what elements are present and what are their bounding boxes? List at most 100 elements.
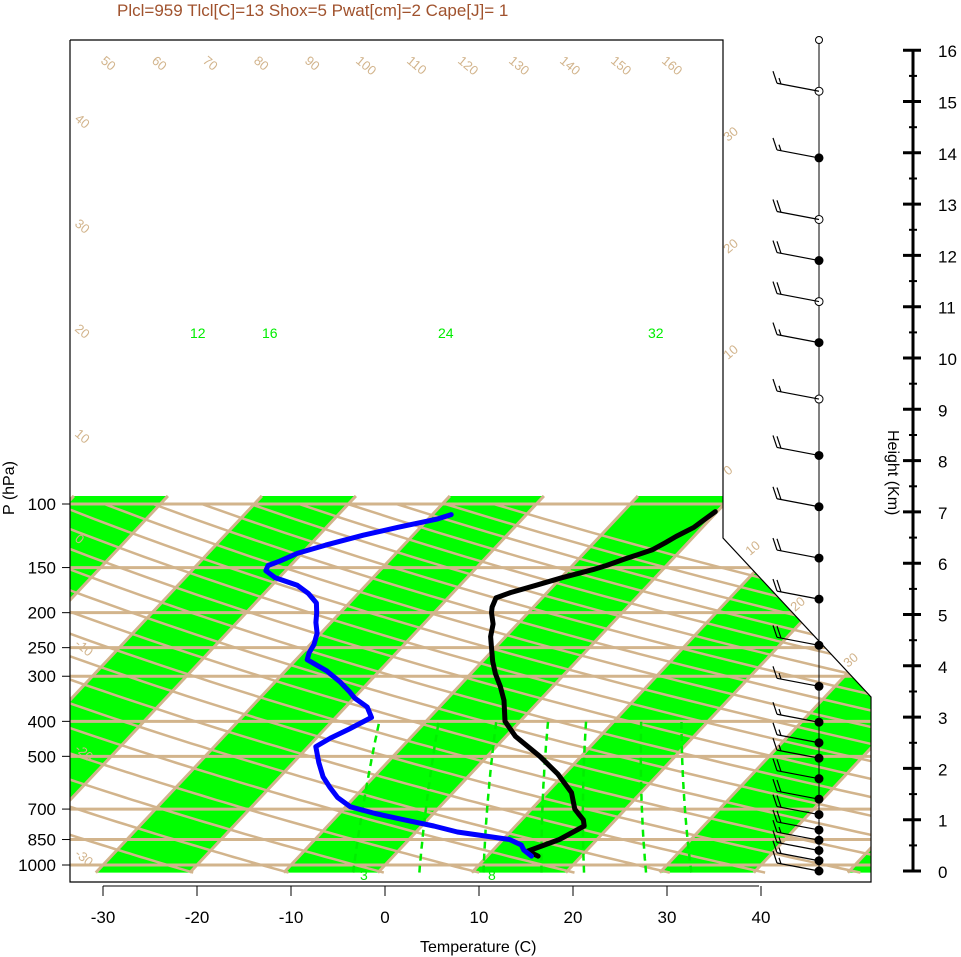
wind-barb-half-flag (778, 826, 782, 834)
pressure-tick-label: 400 (28, 712, 56, 731)
sounding-profiles (263, 509, 718, 859)
wind-barb (776, 841, 820, 852)
wind-barb (776, 82, 820, 92)
wind-barb-flag (772, 578, 778, 592)
mixing-ratio-line (351, 721, 381, 873)
dry-adiabat-lines (70, 502, 871, 874)
wind-barb-flag (772, 778, 778, 792)
plot-frame (69, 39, 872, 883)
dry-adiabat-line (103, 502, 871, 874)
wind-barb-flag (772, 666, 778, 679)
mixing-ratio-line (418, 721, 441, 873)
wind-barb-half-flag (778, 847, 782, 854)
height-tick-label: 15 (938, 94, 957, 113)
wind-barb-flag (772, 702, 778, 715)
wind-barb-flag (772, 722, 778, 735)
wind-barb-flag (772, 794, 778, 807)
wind-barb-flag (776, 538, 782, 552)
isotherm-label-left: 40 (72, 111, 93, 132)
isotherm-label-right: 10 (742, 538, 763, 559)
height-tick-label: 14 (938, 145, 957, 164)
dry-adiabat-line (152, 502, 871, 874)
wind-barb-flag (772, 435, 778, 448)
temperature-tick-label: 0 (380, 908, 389, 927)
wind-barb (776, 749, 820, 759)
theta-label: 70 (200, 53, 221, 74)
dry-adiabat-line (70, 503, 194, 874)
mixing-ratio-label: 32 (648, 325, 664, 341)
isotherm-label-left: 20 (72, 321, 93, 342)
wind-barb-flag (776, 625, 782, 639)
wind-barb-half-flag (778, 744, 782, 752)
dry-adiabat-line (70, 502, 871, 874)
temperature-tick-label: -10 (279, 908, 304, 927)
dry-adiabat-line (70, 502, 480, 874)
wind-barb-flag (772, 737, 778, 751)
mixing-ratio-label: 12 (190, 325, 206, 341)
height-tick-label: 10 (938, 350, 957, 369)
temperature-tick-label: 20 (564, 908, 583, 927)
wind-barb (776, 805, 820, 816)
wind-barb (776, 498, 820, 508)
temperature-tick-label: -20 (185, 908, 210, 927)
wind-barb-flag (776, 200, 782, 213)
dry-adiabat-line (70, 502, 861, 874)
dry-adiabat-line (70, 502, 289, 874)
wind-barb (776, 292, 820, 303)
isotherm-label-left: 10 (72, 426, 93, 447)
wind-barb (776, 831, 820, 841)
mixing-ratio-label: 16 (262, 325, 278, 341)
dry-adiabat-line (70, 502, 871, 874)
pressure-tick-label: 700 (28, 800, 56, 819)
dry-adiabat-line (70, 502, 766, 874)
pressure-tick-label: 100 (28, 495, 56, 514)
wind-barb-half-flag (778, 329, 782, 336)
wind-barb-flag (772, 820, 778, 833)
height-tick-label: 3 (938, 709, 947, 728)
mixing-ratio-line (639, 721, 648, 873)
green-band (659, 495, 871, 873)
isotherm-label-left: -10 (72, 636, 96, 660)
pressure-tick-label: 150 (28, 559, 56, 578)
theta-label: 150 (608, 53, 634, 78)
wind-barb-flag (772, 625, 778, 638)
temperature-tick-label: 30 (658, 908, 677, 927)
wind-barb-flag (772, 281, 778, 294)
wind-barb-flag (772, 137, 778, 151)
wind-barb (776, 852, 820, 862)
dry-adiabat-line (70, 502, 871, 874)
height-tick-label: 4 (938, 658, 947, 677)
wind-barb-half-flag (778, 144, 782, 151)
height-tick-label: 12 (938, 247, 957, 266)
wind-barb (776, 790, 820, 800)
wind-barb (776, 210, 820, 221)
pressure-tick-label: 250 (28, 639, 56, 658)
wind-barb-flag (772, 322, 778, 335)
temperature-tick-label: 10 (470, 908, 489, 927)
pressure-tick-label: 300 (28, 667, 56, 686)
wind-barb-flag (772, 199, 778, 212)
dry-adiabat-line (70, 502, 575, 874)
dewpoint-profile (263, 512, 534, 859)
y-axis-label: P (hPa) (1, 461, 18, 515)
wind-barb-half-flag (778, 708, 782, 716)
temperature-tick-label: 40 (752, 908, 771, 927)
wind-barb-half-flag (778, 729, 782, 736)
pressure-tick-label: 1000 (18, 856, 56, 875)
wind-barb (776, 636, 820, 646)
height-tick-label: 6 (938, 555, 947, 574)
wind-barb-half-flag (778, 672, 782, 680)
wind-barb (776, 770, 820, 780)
dry-adiabat-line (201, 502, 871, 874)
height-tick-label: 13 (938, 196, 957, 215)
wind-staff-top (815, 36, 823, 44)
mixing-ratio-label: 3 (360, 867, 368, 883)
height-tick-label: 9 (938, 401, 947, 420)
wind-barb-flag (772, 378, 778, 392)
wind-barb-flag (772, 240, 778, 253)
theta-label: 160 (659, 53, 685, 78)
mixing-ratio-label: 8 (488, 867, 496, 883)
dry-adiabat-line (298, 502, 871, 874)
